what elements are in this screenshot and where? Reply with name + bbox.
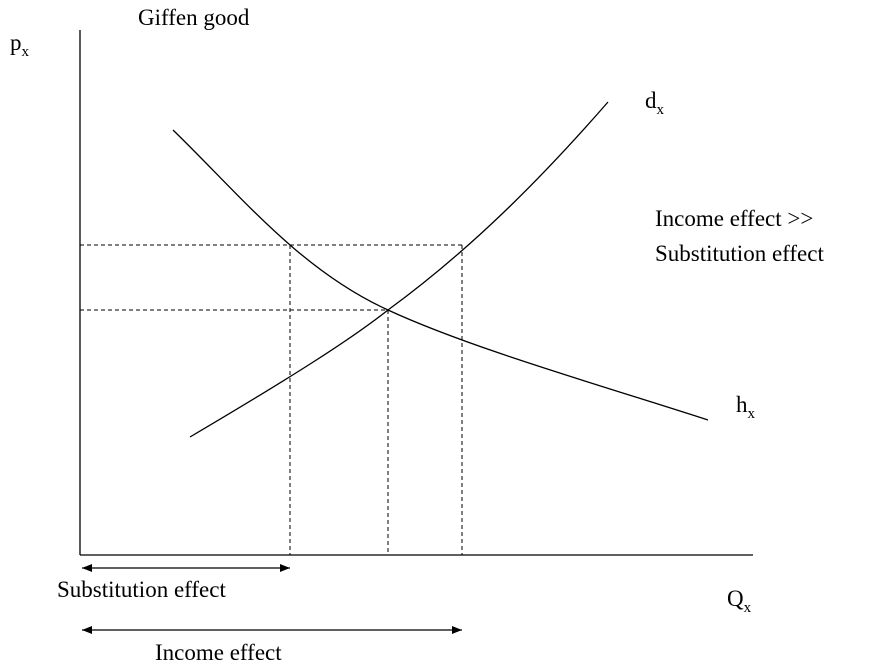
y-axis-label: px — [10, 30, 30, 60]
guides — [80, 244, 463, 555]
hicksian-demand-curve — [172, 129, 709, 421]
arrow-label: Substitution effect — [57, 577, 226, 602]
label-base: Q — [727, 586, 744, 611]
label-sub: x — [748, 406, 756, 422]
annotation: Income effect >> — [655, 206, 813, 231]
x-axis-label: Qx — [727, 586, 752, 616]
label-base: p — [10, 30, 22, 55]
label-sub: x — [657, 102, 665, 118]
title: Giffen good — [138, 5, 250, 30]
curve-label: hx — [736, 392, 756, 422]
label-base: d — [645, 88, 657, 113]
arrow-label: Income effect — [155, 640, 282, 665]
label-base: h — [736, 392, 748, 417]
axes — [79, 30, 753, 556]
label-sub: x — [744, 600, 752, 616]
curve-label: dx — [645, 88, 665, 118]
annotation: Substitution effect — [655, 241, 824, 266]
marshallian-demand-curve — [189, 101, 609, 438]
label-sub: x — [22, 44, 30, 60]
